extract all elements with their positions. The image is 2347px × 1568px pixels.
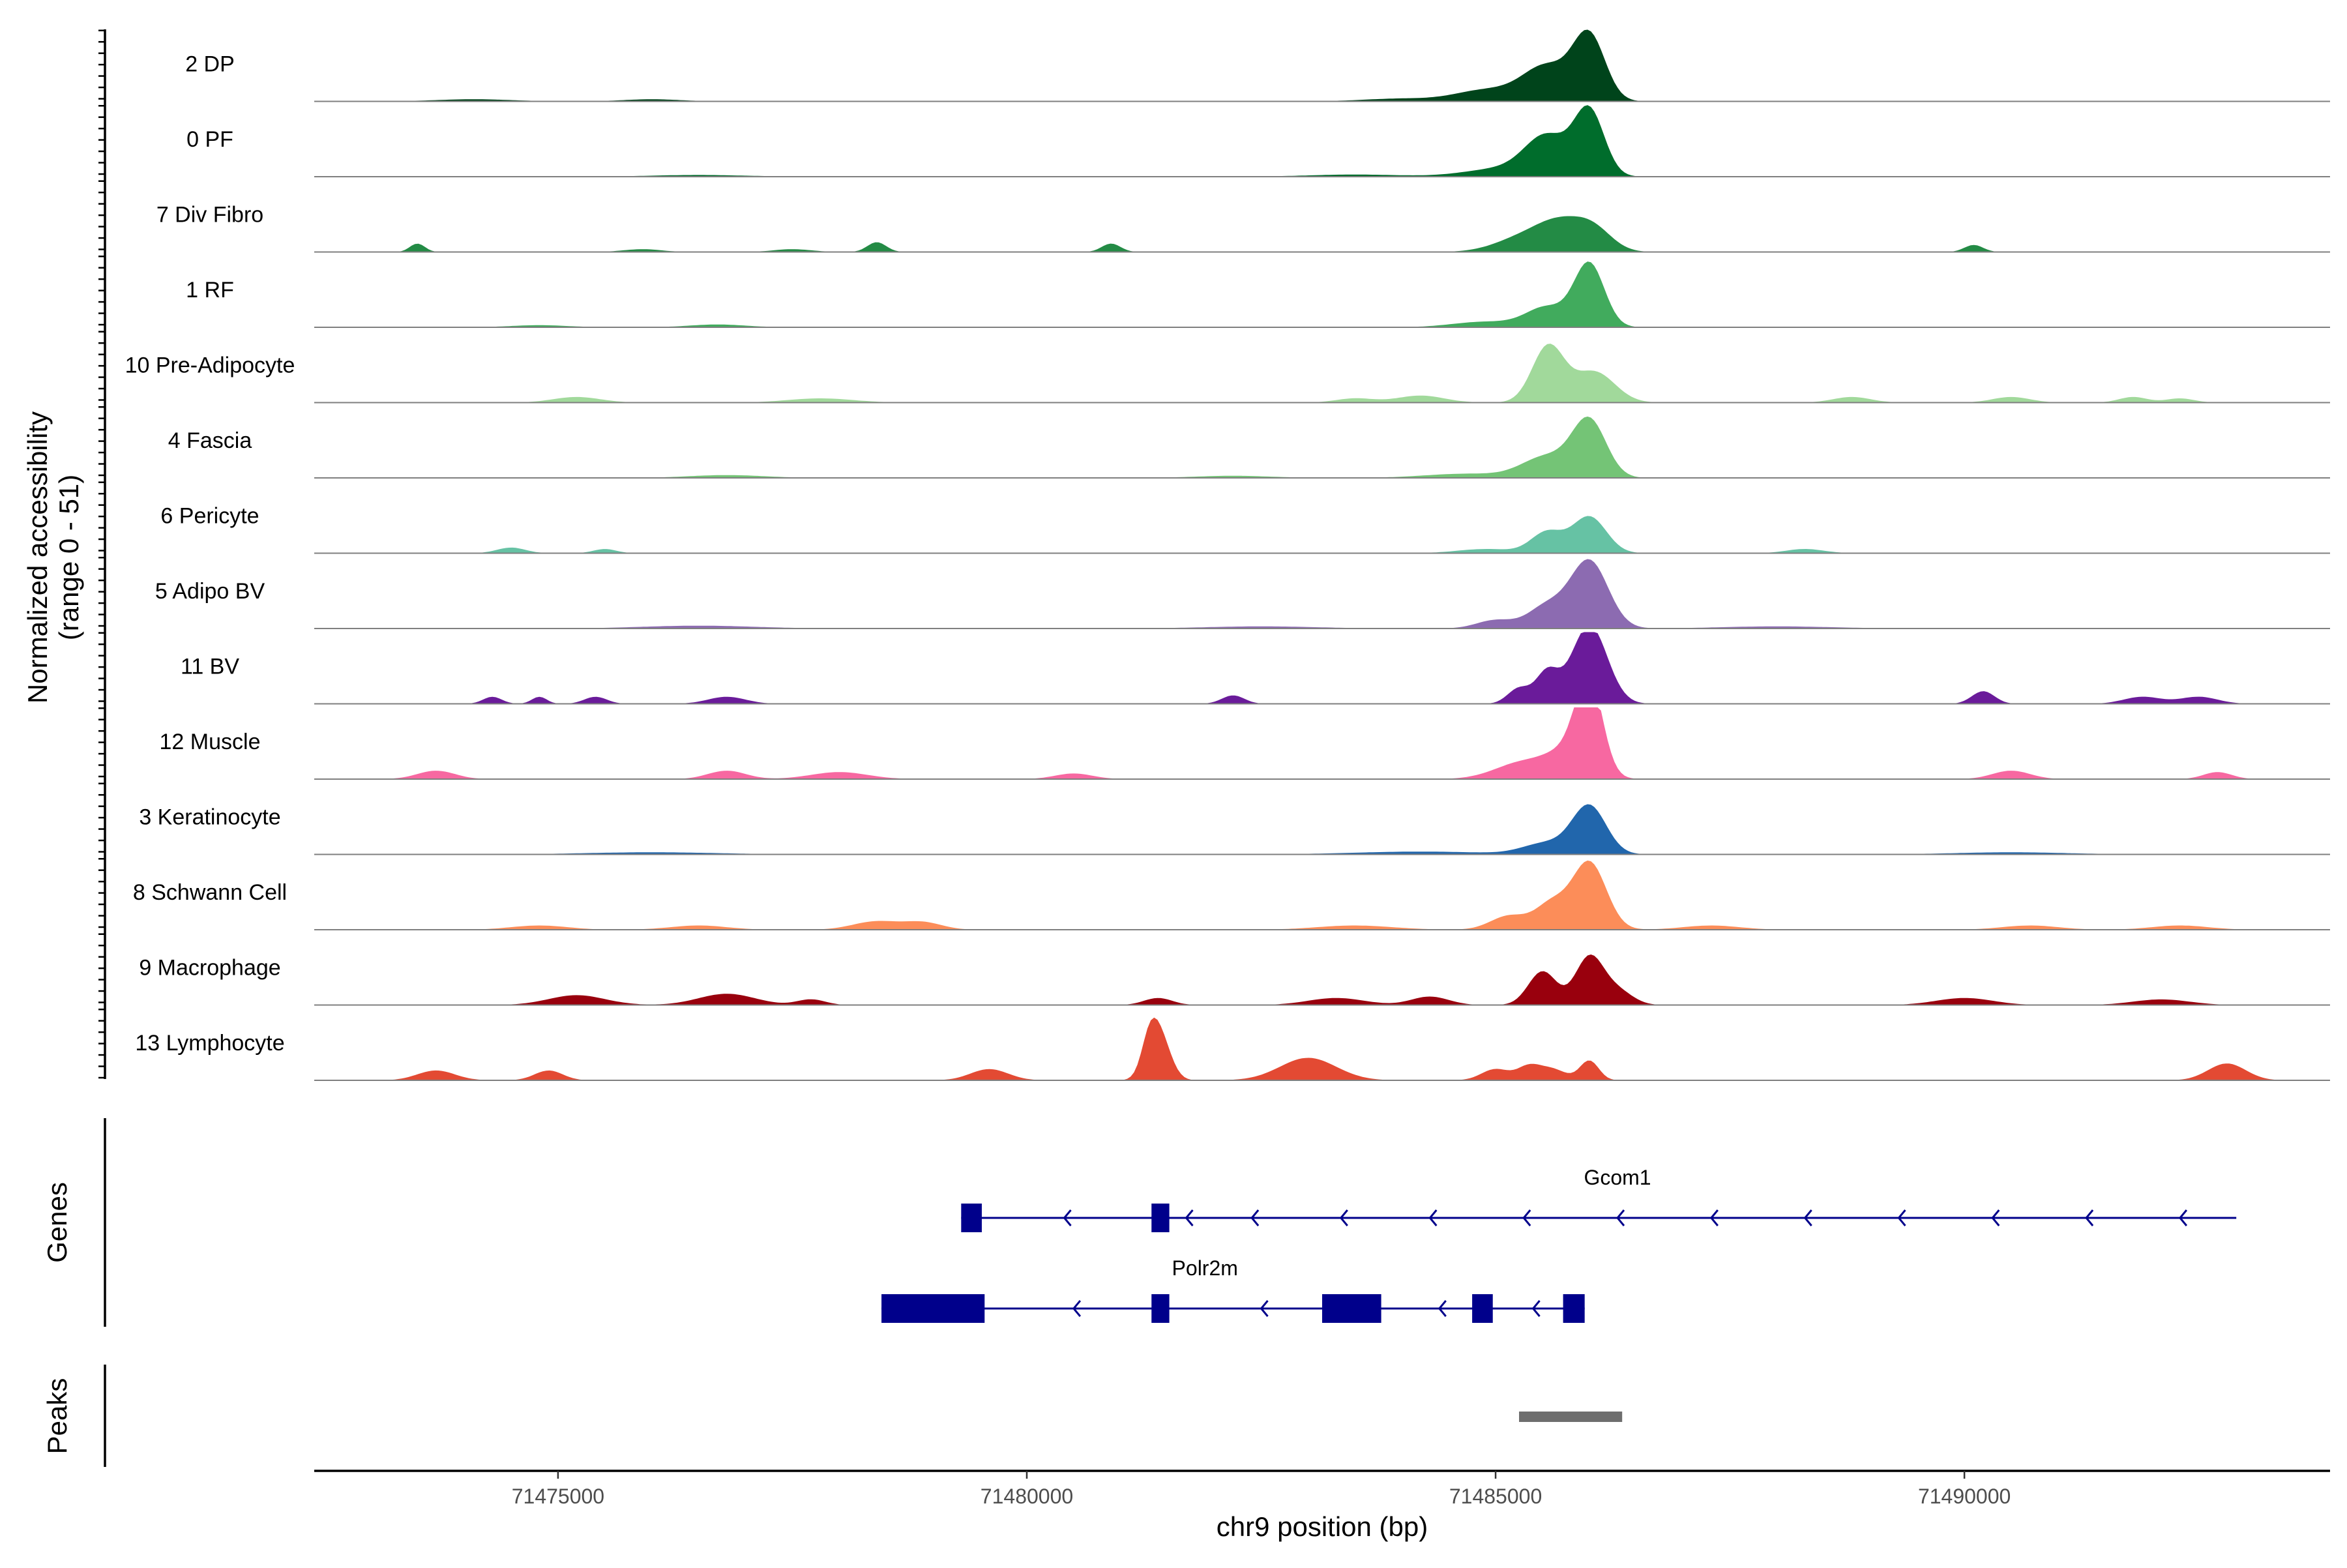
track-11-bv: 11 BV <box>181 632 2330 705</box>
gene-strand-arrow <box>1428 1209 1438 1226</box>
genes-label: Genes <box>42 1182 72 1263</box>
track-coverage-area <box>314 216 2330 252</box>
track-label: 4 Fascia <box>168 428 252 453</box>
gene-strand-arrow <box>1063 1209 1072 1226</box>
y-axis-label: Normalized accessibility (range 0 - 51) <box>22 411 84 703</box>
track-3-keratinocyte: 3 Keratinocyte <box>139 804 2330 855</box>
gene-strand-arrow <box>2178 1209 2188 1226</box>
track-label: 5 Adipo BV <box>155 579 265 604</box>
track-4-fascia: 4 Fascia <box>168 416 2330 479</box>
gene-strand-arrow <box>1522 1209 1531 1226</box>
track-coverage-area <box>314 559 2330 629</box>
track-5-adipo-bv: 5 Adipo BV <box>155 559 2330 629</box>
track-coverage-area <box>314 416 2330 478</box>
gene-name-label: Polr2m <box>1172 1256 1238 1280</box>
track-6-pericyte: 6 Pericyte <box>160 504 2330 554</box>
track-coverage-area <box>314 707 2330 779</box>
gene-exon <box>961 1204 982 1232</box>
track-label: 9 Macrophage <box>139 956 280 981</box>
gene-exon <box>1151 1294 1170 1323</box>
track-label: 2 DP <box>185 52 235 77</box>
track-coverage-area <box>314 105 2330 177</box>
x-tick-label: 71485000 <box>1449 1485 1542 1508</box>
track-coverage-area <box>314 261 2330 327</box>
gene-strand-arrow <box>1250 1209 1260 1226</box>
gene-strand-arrow <box>1072 1300 1082 1317</box>
track-2-dp: 2 DP <box>185 29 2330 102</box>
track-coverage-area <box>314 954 2330 1005</box>
gene-strand-arrow <box>1897 1209 1906 1226</box>
gene-strand-arrow <box>1616 1209 1625 1226</box>
y-axis-label-line2: (range 0 - 51) <box>53 475 84 640</box>
x-tick-label: 71480000 <box>981 1485 1073 1508</box>
gene-exon <box>1322 1294 1381 1323</box>
track-13-lymphocyte: 13 Lymphocyte <box>135 1017 2330 1081</box>
gene-exon <box>1472 1294 1493 1323</box>
track-label: 0 PF <box>186 127 233 152</box>
track-label: 7 Div Fibro <box>156 203 263 228</box>
track-8-schwann-cell: 8 Schwann Cell <box>133 860 2330 930</box>
track-coverage-area <box>314 632 2330 704</box>
track-coverage-area <box>314 29 2330 102</box>
x-axis-label: chr9 position (bp) <box>1217 1511 1428 1542</box>
peaks-label: Peaks <box>42 1378 72 1455</box>
track-coverage-area <box>314 1017 2330 1080</box>
track-coverage-area <box>314 860 2330 930</box>
track-label: 12 Muscle <box>160 730 261 754</box>
track-1-rf: 1 RF <box>186 261 2330 328</box>
gene-polr2m: Polr2m <box>881 1256 1585 1323</box>
gene-exon <box>881 1294 985 1323</box>
gene-exon <box>1151 1204 1170 1232</box>
y-axis-label-line1: Normalized accessibility <box>22 411 53 703</box>
gene-exon <box>1563 1294 1585 1323</box>
x-tick-label: 71490000 <box>1918 1485 2011 1508</box>
track-10-pre-adipocyte: 10 Pre-Adipocyte <box>125 344 2330 404</box>
gene-name-label: Gcom1 <box>1584 1166 1651 1189</box>
track-0-pf: 0 PF <box>186 105 2330 177</box>
track-coverage-area <box>314 516 2330 554</box>
track-label: 13 Lymphocyte <box>135 1031 284 1056</box>
gene-strand-arrow <box>1185 1209 1194 1226</box>
track-9-macrophage: 9 Macrophage <box>139 954 2330 1006</box>
gene-strand-arrow <box>1709 1209 1719 1226</box>
track-label: 3 Keratinocyte <box>139 805 280 830</box>
track-label: 6 Pericyte <box>160 504 259 529</box>
gene-gcom1: Gcom1 <box>961 1166 2237 1232</box>
x-tick-label: 71475000 <box>512 1485 604 1508</box>
coverage-y-axis-ticks <box>98 29 105 1079</box>
track-12-muscle: 12 Muscle <box>160 707 2330 780</box>
gene-strand-arrow <box>1438 1300 1447 1317</box>
track-label: 1 RF <box>186 278 234 303</box>
gene-strand-arrow <box>1531 1300 1541 1317</box>
track-label: 11 BV <box>181 655 239 679</box>
gene-strand-arrow <box>2085 1209 2094 1226</box>
track-coverage-area <box>314 804 2330 855</box>
gene-strand-arrow <box>1803 1209 1812 1226</box>
track-label: 10 Pre-Adipocyte <box>125 353 295 378</box>
gene-strand-arrow <box>1339 1209 1348 1226</box>
track-7-div-fibro: 7 Div Fibro <box>156 203 2330 253</box>
gene-strand-arrow <box>1991 1209 2000 1226</box>
gene-strand-arrow <box>1260 1300 1269 1317</box>
peak-region <box>1519 1412 1623 1422</box>
track-label: 8 Schwann Cell <box>133 880 287 905</box>
track-coverage-area <box>314 344 2330 403</box>
